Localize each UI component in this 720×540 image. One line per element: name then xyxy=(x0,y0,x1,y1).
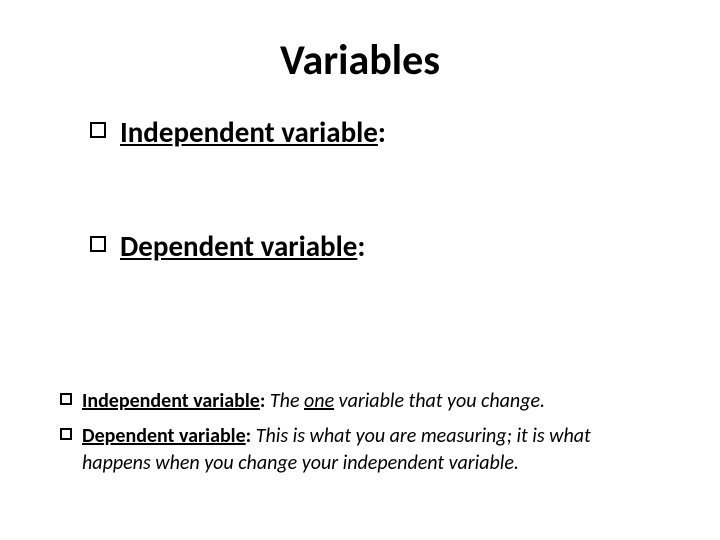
colon: : xyxy=(357,228,365,264)
definition-prefix: The xyxy=(270,389,304,413)
list-item: Dependent variable: xyxy=(90,228,660,264)
slide: Variables Independent variable: Dependen… xyxy=(0,0,720,540)
colon: : xyxy=(378,114,386,150)
main-item-text: Dependent variable: xyxy=(120,228,365,264)
page-title: Variables xyxy=(60,35,660,86)
term-label: Independent variable xyxy=(82,389,260,413)
definition-text: Dependent variable: This is what you are… xyxy=(82,423,660,477)
term-label: Independent variable xyxy=(120,114,378,150)
main-item-text: Independent variable: xyxy=(120,114,386,150)
list-item: Dependent variable: This is what you are… xyxy=(60,423,660,477)
definition-list: Independent variable: The one variable t… xyxy=(60,388,660,485)
list-item: Independent variable: The one variable t… xyxy=(60,388,660,415)
definition-suffix: variable that you change. xyxy=(334,389,545,413)
list-item: Independent variable: xyxy=(90,114,660,150)
checkbox-bullet-icon xyxy=(60,393,72,405)
colon: : xyxy=(246,424,252,448)
term-label: Dependent variable xyxy=(82,424,246,448)
checkbox-bullet-icon xyxy=(90,122,106,138)
emphasized-word: one xyxy=(304,389,334,413)
checkbox-bullet-icon xyxy=(90,236,106,252)
checkbox-bullet-icon xyxy=(60,428,72,440)
colon: : xyxy=(260,389,266,413)
definition-text: Independent variable: The one variable t… xyxy=(82,388,545,415)
main-bullet-list: Independent variable: Dependent variable… xyxy=(60,114,660,264)
term-label: Dependent variable xyxy=(120,228,357,264)
